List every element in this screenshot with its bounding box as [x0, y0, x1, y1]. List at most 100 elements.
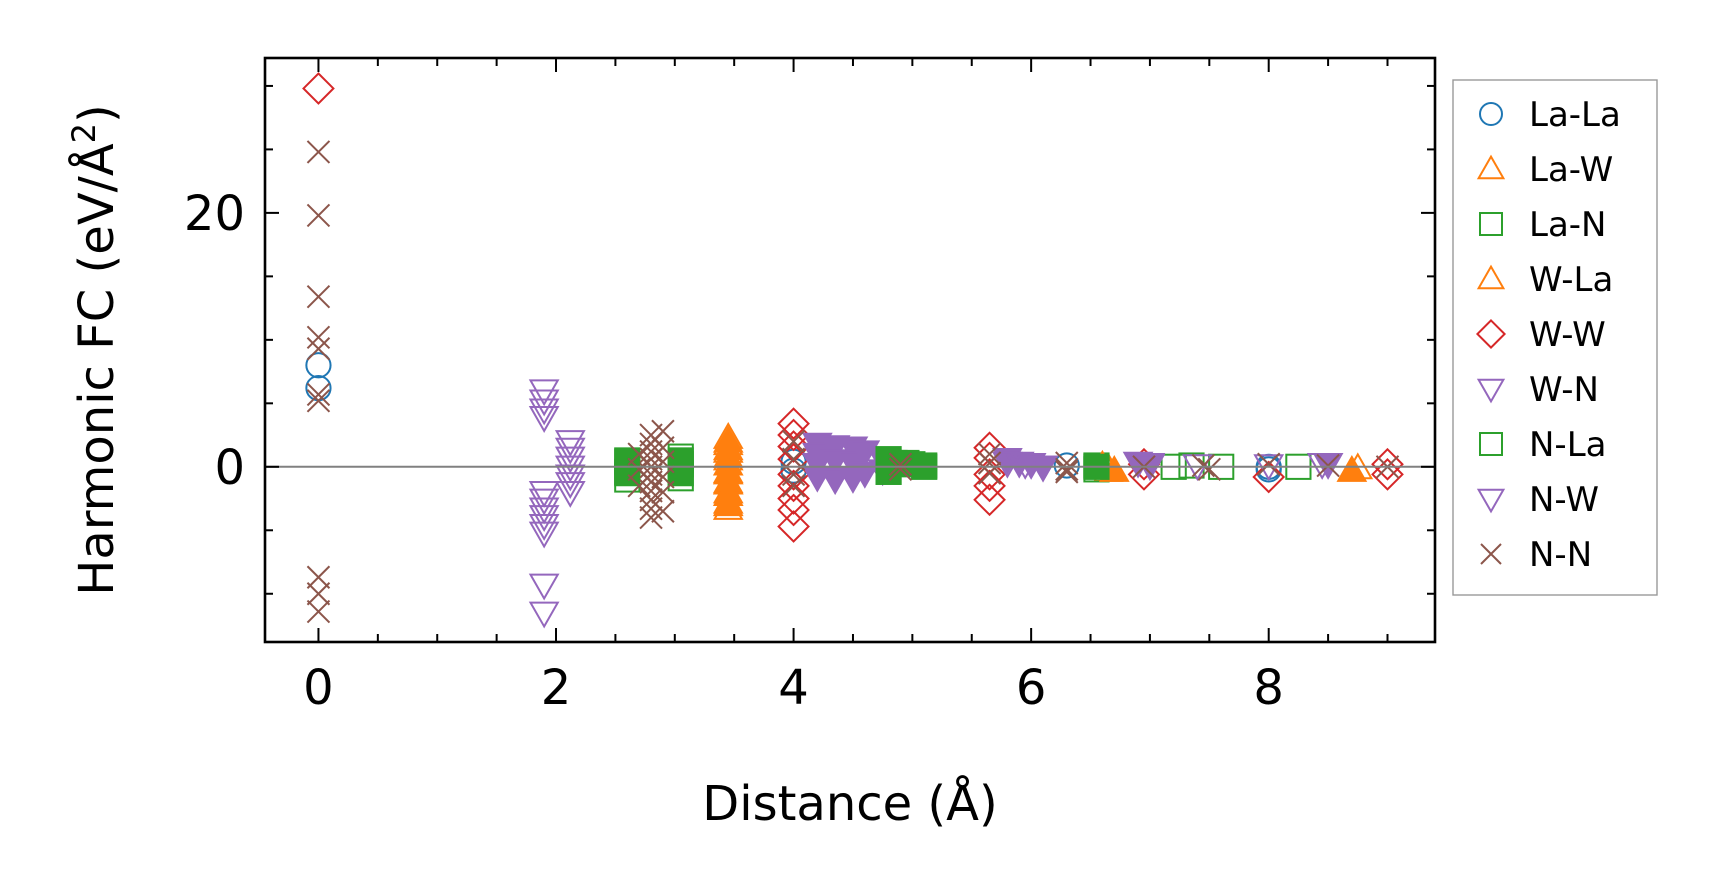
data-point: [639, 505, 663, 530]
data-point: [554, 437, 586, 465]
data-point: [306, 389, 331, 413]
data-point: [1257, 452, 1281, 476]
data-point: [528, 379, 560, 407]
legend: La-La La-W La-N W-La W-W W-N N-La N-W N-N: [1452, 79, 1658, 596]
data-point: [306, 337, 331, 361]
data-point: [1255, 456, 1282, 483]
data-point: [528, 389, 560, 417]
data-point: [306, 140, 331, 164]
data-point: [306, 203, 331, 228]
legend-label: La-La: [1529, 95, 1621, 135]
data-point: [627, 474, 651, 498]
legend-item: La-La: [1479, 95, 1621, 135]
data-point: [777, 482, 810, 515]
legend-label: W-W: [1529, 315, 1606, 355]
x-tick-label: 0: [303, 660, 334, 716]
legend-marker: [1476, 264, 1506, 290]
data-point: [1055, 457, 1079, 482]
data-point: [554, 472, 586, 499]
data-point: [554, 455, 586, 483]
legend-marker: [1480, 543, 1502, 565]
series-n-w: [528, 379, 1338, 629]
data-point: [528, 505, 560, 532]
data-point: [528, 398, 560, 426]
legend-box: [1452, 79, 1658, 596]
data-point: [888, 452, 913, 476]
data-point: [1316, 453, 1340, 478]
legend-label: W-La: [1529, 260, 1613, 300]
data-point: [973, 483, 1006, 517]
legend-item: W-N: [1476, 370, 1599, 410]
legend-label: N-W: [1529, 480, 1599, 520]
plot-frame: [263, 56, 1437, 644]
data-point: [777, 407, 810, 441]
data-point: [1336, 454, 1368, 482]
legend-item: La-W: [1476, 150, 1613, 190]
data-point: [528, 573, 560, 601]
data-point: [977, 461, 1002, 485]
data-point: [528, 488, 560, 516]
data-point: [977, 442, 1002, 466]
data-point: [306, 582, 331, 606]
data-point: [306, 325, 331, 350]
data-point: [528, 406, 560, 433]
data-point: [781, 474, 806, 498]
x-tick-label: 4: [778, 660, 809, 716]
data-point: [302, 72, 335, 105]
data-point: [554, 480, 586, 508]
data-point: [528, 513, 560, 541]
legend-item: W-W: [1475, 315, 1606, 355]
data-point: [1027, 455, 1059, 483]
data-point: [911, 452, 938, 479]
data-point: [554, 430, 586, 458]
legend-marker: [1479, 102, 1503, 126]
markers-layer: [302, 72, 1404, 629]
data-point: [777, 469, 810, 503]
data-point: [1191, 453, 1216, 478]
data-point: [712, 489, 744, 517]
data-point: [777, 493, 810, 527]
legend-label: La-N: [1529, 205, 1606, 245]
legend-item: La-N: [1479, 205, 1606, 245]
data-point: [306, 284, 331, 309]
legend-marker: [1476, 488, 1506, 514]
data-point: [777, 510, 810, 543]
legend-marker: [1479, 212, 1503, 236]
legend-item: N-N: [1480, 535, 1592, 575]
series-n-n: [306, 140, 1400, 624]
data-point: [888, 457, 913, 482]
legend-marker: [1479, 432, 1503, 456]
data-point: [554, 446, 586, 474]
data-point: [1197, 457, 1222, 482]
data-point: [305, 374, 332, 402]
x-tick-label: 6: [1016, 660, 1047, 716]
data-point: [651, 480, 675, 504]
y-tick-label: 20: [184, 186, 245, 242]
data-point: [1371, 447, 1404, 481]
data-point: [651, 499, 675, 523]
data-point: [781, 429, 806, 454]
data-point: [1055, 451, 1079, 475]
data-point: [528, 521, 560, 549]
x-tick-label: 2: [541, 660, 572, 716]
data-point: [306, 565, 331, 589]
axes-layer: 0 2 4 6 8 0 20 Distance (Å) Harmonic FC (eV/Å2): [65, 56, 1437, 832]
data-point: [306, 382, 331, 407]
data-point: [306, 599, 331, 624]
data-point: [639, 479, 663, 503]
legend-label: W-N: [1529, 370, 1599, 410]
data-point: [528, 480, 560, 508]
data-point: [554, 464, 586, 492]
legend-label: N-La: [1529, 425, 1606, 465]
legend-marker: [1476, 378, 1506, 404]
legend-item: N-La: [1479, 425, 1606, 465]
x-tick-label: 8: [1253, 660, 1284, 716]
legend-item: W-La: [1476, 260, 1613, 300]
legend-label: La-W: [1529, 150, 1613, 190]
legend-item: N-W: [1476, 480, 1599, 520]
data-point: [977, 451, 1002, 475]
data-point: [819, 468, 851, 496]
data-point: [1055, 460, 1079, 484]
data-point: [777, 430, 810, 463]
